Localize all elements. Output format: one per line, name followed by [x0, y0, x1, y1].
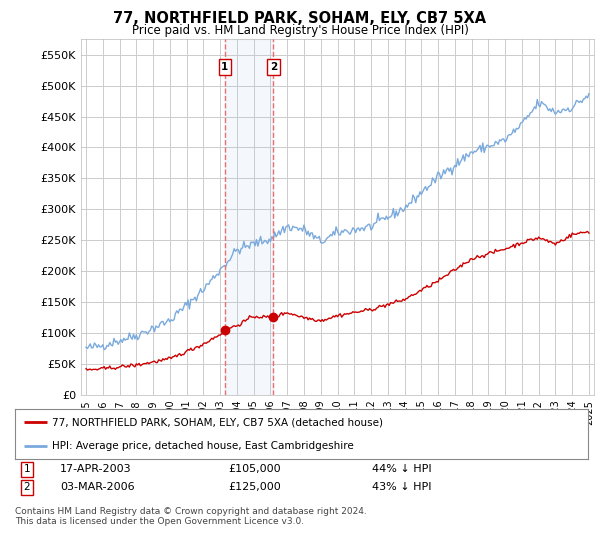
Text: £125,000: £125,000: [228, 482, 281, 492]
Text: 77, NORTHFIELD PARK, SOHAM, ELY, CB7 5XA: 77, NORTHFIELD PARK, SOHAM, ELY, CB7 5XA: [113, 11, 487, 26]
Text: Price paid vs. HM Land Registry's House Price Index (HPI): Price paid vs. HM Land Registry's House …: [131, 24, 469, 36]
Text: 17-APR-2003: 17-APR-2003: [60, 464, 131, 474]
Text: HPI: Average price, detached house, East Cambridgeshire: HPI: Average price, detached house, East…: [52, 441, 354, 451]
Text: 43% ↓ HPI: 43% ↓ HPI: [372, 482, 431, 492]
Text: 1: 1: [221, 62, 229, 72]
Text: 1: 1: [23, 464, 31, 474]
Text: 44% ↓ HPI: 44% ↓ HPI: [372, 464, 431, 474]
Text: 2: 2: [23, 482, 31, 492]
Text: 03-MAR-2006: 03-MAR-2006: [60, 482, 134, 492]
Text: Contains HM Land Registry data © Crown copyright and database right 2024.
This d: Contains HM Land Registry data © Crown c…: [15, 507, 367, 526]
Text: £105,000: £105,000: [228, 464, 281, 474]
Text: 2: 2: [269, 62, 277, 72]
Bar: [225, 39, 273, 395]
Text: 77, NORTHFIELD PARK, SOHAM, ELY, CB7 5XA (detached house): 77, NORTHFIELD PARK, SOHAM, ELY, CB7 5XA…: [52, 417, 383, 427]
